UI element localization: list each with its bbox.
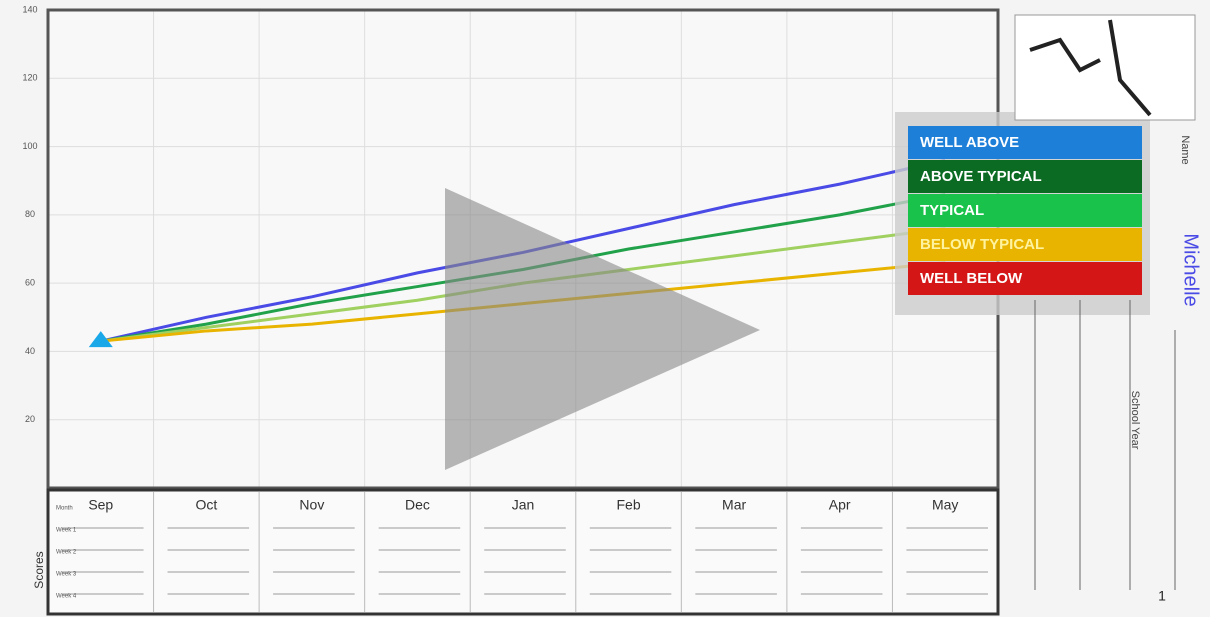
score-table <box>46 488 1000 616</box>
legend-swatch <box>908 228 1142 261</box>
play-button[interactable] <box>445 188 760 470</box>
student-name: Michelle <box>1180 233 1202 306</box>
y-tick-label: 140 <box>22 4 37 14</box>
y-tick-label: 60 <box>25 278 35 288</box>
legend-swatch <box>908 262 1142 295</box>
scores-label: Scores <box>32 551 46 588</box>
row-label: Week 4 <box>56 594 77 600</box>
x-tick-label: Nov <box>299 497 324 513</box>
y-tick-label: 20 <box>25 414 35 424</box>
name-label: Name <box>1179 135 1191 164</box>
y-tick-label: 40 <box>25 346 35 356</box>
legend-label: WELL BELOW <box>920 270 1023 287</box>
row-label: Week 1 <box>56 528 77 534</box>
y-tick-label: 120 <box>22 73 37 83</box>
legend-label: WELL ABOVE <box>920 134 1019 151</box>
x-tick-label: Jan <box>512 497 535 513</box>
x-tick-label: Sep <box>88 497 113 513</box>
x-tick-label: Oct <box>195 497 217 513</box>
legend-label: BELOW TYPICAL <box>920 236 1044 253</box>
start-marker <box>88 331 113 348</box>
page-number: 1 <box>1158 588 1166 604</box>
school-year-label: School Year <box>1129 391 1141 450</box>
legend-label: ABOVE TYPICAL <box>920 168 1042 185</box>
row-label: Week 3 <box>56 572 77 578</box>
x-tick-label: Mar <box>722 497 746 513</box>
legend: WELL ABOVE ABOVE TYPICAL TYPICAL BELOW TYPI… <box>908 126 1142 295</box>
legend-swatch <box>908 194 1142 227</box>
map-sketch <box>1014 14 1196 121</box>
y-tick-label: 80 <box>25 209 35 219</box>
legend-swatch <box>908 160 1142 193</box>
form-lines <box>1034 300 1176 590</box>
x-tick-label: Feb <box>616 497 640 513</box>
y-tick-label: 100 <box>22 141 37 151</box>
x-tick-label: May <box>932 497 958 513</box>
x-tick-label: Dec <box>405 497 430 513</box>
map-drawing <box>1029 19 1152 117</box>
legend-label: TYPICAL <box>920 202 984 219</box>
row-label: Month <box>56 506 73 512</box>
x-tick-label: Apr <box>829 497 851 513</box>
legend-swatch <box>908 126 1142 159</box>
row-label: Week 2 <box>56 550 77 556</box>
